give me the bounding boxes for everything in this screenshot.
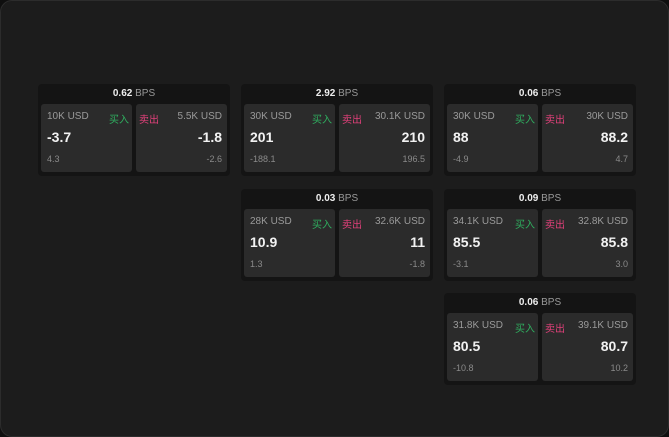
buy-size: 30K USD	[453, 111, 495, 122]
sell-label: 卖出	[545, 220, 565, 231]
spread-value: 0.62	[112, 88, 133, 99]
quote-card: 2.92 BPS 30K USD 买入 201 -188.1 卖出 30.1K …	[241, 84, 433, 176]
sell-price: 210	[401, 129, 425, 145]
quote-card: 0.06 BPS 31.8K USD 买入 80.5 -10.8 卖出 39.1…	[444, 293, 636, 385]
buy-quote-button[interactable]: 28K USD 买入 10.9 1.3	[244, 209, 335, 277]
buy-price: 85.5	[453, 234, 481, 250]
buy-change: 4.3	[47, 154, 60, 164]
buy-price: -3.7	[47, 129, 72, 145]
buy-quote-button[interactable]: 31.8K USD 买入 80.5 -10.8	[447, 313, 538, 381]
sell-change: -1.8	[409, 259, 425, 269]
sell-quote-button[interactable]: 卖出 32.6K USD 11 -1.8	[339, 209, 430, 277]
spread-header: 0.03 BPS	[241, 189, 433, 209]
sell-price: 11	[410, 234, 425, 250]
spread-value: 2.92	[315, 88, 336, 99]
sell-label: 卖出	[545, 324, 565, 335]
buy-quote-button[interactable]: 10K USD 买入 -3.7 4.3	[41, 104, 132, 172]
sell-price: 80.7	[600, 338, 628, 354]
quote-card: 0.62 BPS 10K USD 买入 -3.7 4.3 卖出 5.5K USD…	[38, 84, 230, 176]
buy-label: 买入	[312, 220, 332, 231]
spread-header: 0.06 BPS	[444, 293, 636, 313]
spread-value: 0.09	[518, 193, 539, 204]
buy-size: 28K USD	[250, 216, 292, 227]
buy-size: 34.1K USD	[453, 216, 504, 227]
sell-label: 卖出	[342, 220, 362, 231]
buy-price: 201	[250, 129, 274, 145]
buy-label: 买入	[515, 324, 535, 335]
buy-size: 30K USD	[250, 111, 292, 122]
sell-quote-button[interactable]: 卖出 32.8K USD 85.8 3.0	[542, 209, 633, 277]
buy-change: -4.9	[453, 154, 469, 164]
sell-quote-button[interactable]: 卖出 30.1K USD 210 196.5	[339, 104, 430, 172]
sell-label: 卖出	[342, 115, 362, 126]
sell-change: 4.7	[615, 154, 628, 164]
sell-change: -2.6	[206, 154, 222, 164]
buy-quote-button[interactable]: 34.1K USD 买入 85.5 -3.1	[447, 209, 538, 277]
buy-label: 买入	[515, 220, 535, 231]
sell-size: 5.5K USD	[177, 111, 222, 122]
spread-value: 0.06	[518, 88, 539, 99]
sell-label: 卖出	[545, 115, 565, 126]
sell-price: 88.2	[600, 129, 628, 145]
sell-change: 196.5	[402, 154, 425, 164]
quote-card: 0.09 BPS 34.1K USD 买入 85.5 -3.1 卖出 32.8K…	[444, 189, 636, 281]
buy-quote-button[interactable]: 30K USD 买入 201 -188.1	[244, 104, 335, 172]
buy-label: 买入	[109, 115, 129, 126]
sell-size: 32.8K USD	[577, 216, 628, 227]
spread-header: 0.06 BPS	[444, 84, 636, 104]
sell-quote-button[interactable]: 卖出 30K USD 88.2 4.7	[542, 104, 633, 172]
spread-header: 2.92 BPS	[241, 84, 433, 104]
buy-price: 10.9	[250, 234, 278, 250]
spread-unit: BPS	[541, 193, 562, 204]
spread-unit: BPS	[338, 193, 359, 204]
buy-label: 买入	[515, 115, 535, 126]
spread-unit: BPS	[338, 88, 359, 99]
spread-header: 0.09 BPS	[444, 189, 636, 209]
sell-change: 10.2	[610, 363, 628, 373]
sell-change: 3.0	[615, 259, 628, 269]
sell-quote-button[interactable]: 卖出 39.1K USD 80.7 10.2	[542, 313, 633, 381]
sell-quote-button[interactable]: 卖出 5.5K USD -1.8 -2.6	[136, 104, 227, 172]
sell-size: 30K USD	[586, 111, 628, 122]
sell-label: 卖出	[139, 115, 159, 126]
buy-change: -10.8	[453, 363, 474, 373]
buy-price: 80.5	[453, 338, 481, 354]
quote-card: 0.06 BPS 30K USD 买入 88 -4.9 卖出 30K USD 8…	[444, 84, 636, 176]
spread-unit: BPS	[541, 88, 562, 99]
buy-change: -188.1	[250, 154, 276, 164]
spread-header: 0.62 BPS	[38, 84, 230, 104]
sell-size: 32.6K USD	[374, 216, 425, 227]
spread-value: 0.03	[315, 193, 336, 204]
buy-quote-button[interactable]: 30K USD 买入 88 -4.9	[447, 104, 538, 172]
buy-size: 10K USD	[47, 111, 89, 122]
buy-change: 1.3	[250, 259, 263, 269]
sell-size: 39.1K USD	[577, 320, 628, 331]
spread-unit: BPS	[541, 297, 562, 308]
buy-price: 88	[453, 129, 469, 145]
sell-price: -1.8	[197, 129, 222, 145]
spread-unit: BPS	[135, 88, 156, 99]
sell-price: 85.8	[600, 234, 628, 250]
spread-value: 0.06	[518, 297, 539, 308]
buy-size: 31.8K USD	[453, 320, 504, 331]
quote-card: 0.03 BPS 28K USD 买入 10.9 1.3 卖出 32.6K US…	[241, 189, 433, 281]
buy-change: -3.1	[453, 259, 469, 269]
sell-size: 30.1K USD	[374, 111, 425, 122]
buy-label: 买入	[312, 115, 332, 126]
